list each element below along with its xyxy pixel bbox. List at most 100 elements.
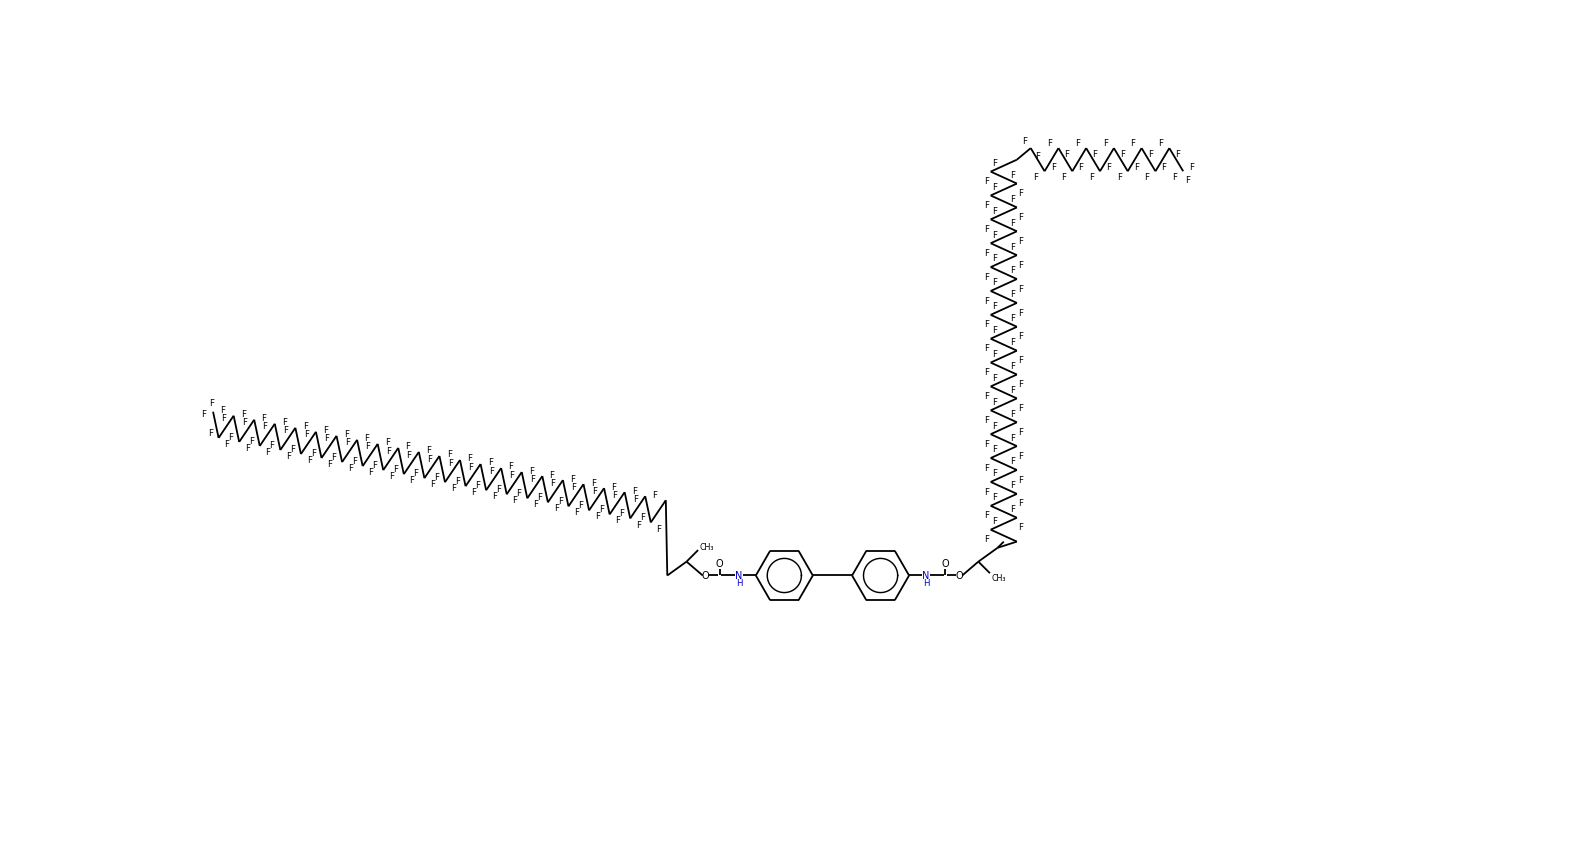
Text: F: F [366, 442, 371, 451]
Text: F: F [1011, 170, 1016, 180]
Text: F: F [537, 493, 543, 501]
Text: F: F [325, 434, 330, 443]
Text: F: F [992, 159, 997, 168]
Text: F: F [619, 509, 624, 517]
Text: F: F [634, 495, 638, 503]
Text: F: F [497, 484, 501, 494]
Text: F: F [616, 516, 621, 525]
Text: F: F [992, 254, 997, 263]
Text: F: F [492, 492, 497, 500]
Text: CH₃: CH₃ [699, 542, 715, 551]
Text: F: F [1011, 386, 1016, 394]
Text: F: F [992, 373, 997, 382]
Text: F: F [653, 490, 657, 499]
Text: F: F [1019, 380, 1024, 389]
Text: F: F [349, 463, 353, 473]
Text: F: F [304, 430, 309, 439]
Text: F: F [992, 517, 997, 526]
Text: F: F [1134, 162, 1138, 171]
Text: F: F [290, 444, 295, 453]
Text: F: F [984, 368, 989, 376]
Text: F: F [352, 457, 357, 465]
Text: F: F [1011, 314, 1016, 322]
Text: F: F [242, 418, 247, 427]
Text: F: F [1019, 499, 1024, 508]
Text: F: F [201, 410, 205, 419]
Text: O: O [955, 571, 963, 581]
Text: F: F [992, 207, 997, 215]
Text: F: F [435, 473, 439, 481]
Text: F: F [1019, 452, 1024, 460]
Text: F: F [427, 454, 431, 463]
Text: F: F [1019, 332, 1024, 341]
Text: F: F [1033, 173, 1038, 181]
Text: F: F [263, 422, 267, 430]
Text: F: F [1019, 308, 1024, 317]
Text: F: F [1121, 149, 1126, 159]
Text: F: F [414, 468, 419, 478]
Text: F: F [599, 505, 603, 514]
Text: F: F [1103, 139, 1108, 149]
Text: F: F [1092, 149, 1097, 159]
Text: F: F [1051, 162, 1055, 171]
Text: F: F [1065, 149, 1070, 159]
Text: F: F [1189, 162, 1194, 171]
Text: F: F [635, 520, 642, 529]
Text: F: F [1172, 173, 1176, 181]
Text: F: F [529, 466, 533, 475]
Text: F: F [1019, 284, 1024, 294]
Text: F: F [266, 447, 271, 457]
Text: F: F [476, 480, 481, 490]
Text: F: F [1019, 427, 1024, 436]
Text: F: F [572, 482, 576, 491]
Text: F: F [388, 472, 395, 480]
Text: F: F [1145, 173, 1149, 181]
Text: F: F [613, 490, 618, 499]
Text: F: F [984, 534, 989, 544]
Text: F: F [1162, 162, 1167, 171]
Text: F: F [632, 486, 637, 495]
Text: F: F [1019, 189, 1024, 198]
Text: F: F [406, 441, 411, 451]
Text: F: F [489, 466, 494, 475]
Text: F: F [1011, 195, 1016, 203]
Text: F: F [1019, 522, 1024, 532]
Text: F: F [282, 418, 287, 427]
Text: F: F [1011, 242, 1016, 252]
Text: F: F [240, 409, 245, 419]
Text: F: F [1019, 403, 1024, 413]
Text: F: F [984, 248, 989, 257]
Text: F: F [592, 486, 597, 495]
Text: F: F [385, 446, 392, 455]
Text: F: F [1011, 409, 1016, 418]
Text: F: F [409, 476, 414, 484]
Text: F: F [984, 320, 989, 329]
Text: F: F [992, 302, 997, 311]
Text: F: F [1019, 475, 1024, 484]
Text: F: F [248, 436, 255, 446]
Text: F: F [471, 488, 476, 497]
Text: F: F [984, 415, 989, 425]
Text: F: F [385, 438, 390, 446]
Text: CH₃: CH₃ [992, 573, 1006, 582]
Text: F: F [1019, 236, 1024, 246]
Text: F: F [656, 524, 662, 533]
Text: F: F [447, 450, 452, 459]
Text: F: F [1175, 149, 1180, 159]
Text: F: F [551, 479, 556, 487]
Text: F: F [992, 468, 997, 478]
Text: F: F [984, 273, 989, 281]
Text: F: F [1116, 173, 1122, 181]
Text: N: N [736, 571, 742, 581]
Text: F: F [468, 462, 473, 471]
Text: F: F [1019, 261, 1024, 269]
Text: F: F [455, 477, 460, 485]
Text: F: F [984, 296, 989, 306]
Text: F: F [1089, 173, 1094, 181]
Text: F: F [331, 452, 336, 462]
Text: F: F [1019, 356, 1024, 365]
Text: F: F [992, 349, 997, 359]
Text: O: O [702, 571, 710, 581]
Text: F: F [984, 511, 989, 520]
Text: O: O [716, 559, 723, 569]
